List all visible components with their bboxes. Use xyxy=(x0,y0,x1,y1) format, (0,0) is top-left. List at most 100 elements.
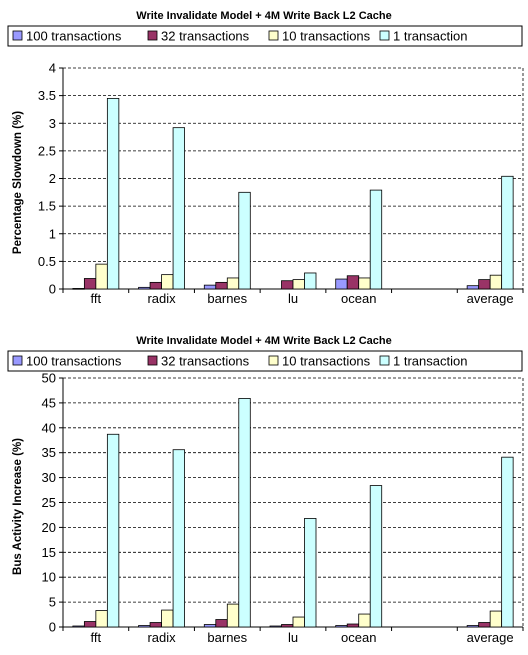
y-tick-label: 45 xyxy=(42,395,56,410)
bar xyxy=(501,175,514,290)
y-axis-label: Bus Activity Increase (%) xyxy=(12,438,24,575)
bar xyxy=(72,625,85,628)
bar xyxy=(466,285,480,290)
bar xyxy=(489,274,503,290)
bar xyxy=(161,274,174,290)
y-tick-label: 10 xyxy=(42,570,56,585)
chart-title: Write Invalidate Model + 4M Write Back L… xyxy=(136,335,391,347)
bar xyxy=(466,625,480,628)
bar xyxy=(172,127,185,290)
y-tick-label: 15 xyxy=(42,545,56,560)
x-tick-label: barnes xyxy=(207,630,247,645)
y-tick-label: 35 xyxy=(42,445,56,460)
bar xyxy=(335,625,348,628)
bar xyxy=(203,284,217,290)
bar xyxy=(292,279,305,290)
x-tick-label: average xyxy=(467,291,514,306)
bar xyxy=(369,485,383,628)
y-tick-label: 0 xyxy=(49,620,56,635)
x-tick-label: radix xyxy=(147,291,176,306)
bar xyxy=(138,286,151,290)
legend-swatch xyxy=(147,30,158,41)
x-tick-label: radix xyxy=(147,630,176,645)
legend-swatch xyxy=(12,355,23,366)
y-tick-label: 30 xyxy=(42,470,56,485)
y-tick-label: 40 xyxy=(42,420,56,435)
bar xyxy=(83,278,97,290)
bar xyxy=(226,277,240,290)
legend-label: 1 transaction xyxy=(393,29,467,44)
y-tick-label: 25 xyxy=(42,495,56,510)
bar xyxy=(138,625,151,628)
bar xyxy=(281,280,294,290)
bar xyxy=(161,609,174,628)
x-tick-label: lu xyxy=(288,291,298,306)
y-tick-label: 0.5 xyxy=(38,254,56,269)
y-tick-label: 5 xyxy=(49,595,56,610)
y-tick-label: 3.5 xyxy=(38,88,56,103)
bar xyxy=(304,272,317,290)
legend-box xyxy=(7,25,523,47)
bar xyxy=(72,288,85,290)
bar xyxy=(238,398,251,628)
bar xyxy=(346,623,360,628)
bar xyxy=(215,619,228,628)
bar xyxy=(95,610,108,628)
bar xyxy=(149,622,162,628)
y-tick-label: 0 xyxy=(49,282,56,297)
y-tick-label: 3 xyxy=(49,116,56,131)
legend-swatch xyxy=(379,30,390,41)
x-tick-label: lu xyxy=(288,630,298,645)
legend-label: 1 transaction xyxy=(393,354,467,369)
legend-swatch xyxy=(268,30,279,41)
y-tick-label: 4 xyxy=(49,61,56,76)
y-tick-label: 20 xyxy=(42,520,56,535)
chart-2: Write Invalidate Model + 4M Write Back L… xyxy=(7,335,524,645)
legend-label: 10 transactions xyxy=(282,29,371,44)
bar xyxy=(304,518,317,628)
legend-label: 100 transactions xyxy=(26,29,122,44)
bar xyxy=(226,603,240,628)
y-tick-label: 2 xyxy=(49,171,56,186)
bar xyxy=(106,433,120,628)
x-tick-label: barnes xyxy=(207,291,247,306)
bar xyxy=(346,275,360,290)
bar xyxy=(358,277,371,290)
legend: 100 transactions 32 transactions 10 transa… xyxy=(7,25,523,47)
legend-label: 32 transactions xyxy=(161,29,250,44)
legend-swatch xyxy=(147,355,158,366)
x-tick-label: fft xyxy=(91,630,102,645)
legend-box xyxy=(7,350,523,372)
bar xyxy=(172,449,185,628)
bar xyxy=(238,191,251,290)
bar xyxy=(358,613,371,628)
bar xyxy=(149,281,162,290)
bar xyxy=(478,279,491,290)
bar xyxy=(478,622,491,628)
legend-label: 100 transactions xyxy=(26,354,122,369)
y-tick-label: 2.5 xyxy=(38,143,56,158)
legend-swatch xyxy=(379,355,390,366)
x-tick-label: average xyxy=(467,630,514,645)
chart-title: Write Invalidate Model + 4M Write Back L… xyxy=(136,10,391,22)
bar xyxy=(292,616,305,628)
bar xyxy=(106,97,120,290)
bar xyxy=(83,621,97,628)
x-tick-label: ocean xyxy=(341,630,376,645)
chart-1: Write Invalidate Model + 4M Write Back L… xyxy=(7,10,524,306)
legend-label: 10 transactions xyxy=(282,354,371,369)
legend-label: 32 transactions xyxy=(161,354,250,369)
x-tick-label: ocean xyxy=(341,291,376,306)
bar xyxy=(281,624,294,628)
y-tick-label: 1 xyxy=(49,226,56,241)
bar xyxy=(489,610,503,628)
legend: 100 transactions 32 transactions 10 transa… xyxy=(7,350,523,372)
y-tick-label: 50 xyxy=(42,371,56,386)
x-tick-label: fft xyxy=(91,291,102,306)
bar xyxy=(369,189,383,290)
legend-swatch xyxy=(12,30,23,41)
bar xyxy=(95,263,108,290)
bar xyxy=(215,281,228,290)
